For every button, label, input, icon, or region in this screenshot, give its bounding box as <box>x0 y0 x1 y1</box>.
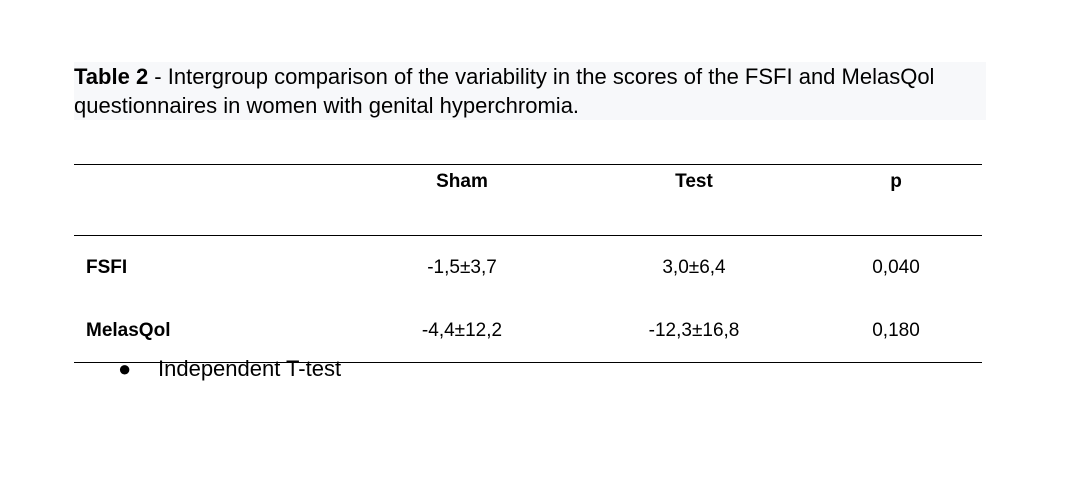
header-cell: p <box>810 164 982 236</box>
note: ● Independent T-test <box>118 356 342 381</box>
caption: Table 2 - Intergroup comparison of the v… <box>74 62 986 120</box>
table-cell: 3,0±6,4 <box>662 256 726 278</box>
caption-text: - Intergroup comparison of the variabili… <box>74 64 935 118</box>
header-row: Sham Test p <box>74 164 982 236</box>
table-cell: -12,3±16,8 <box>578 299 810 363</box>
header-cell: Sham <box>346 164 578 236</box>
table: Sham Test p FSFI -1,5±3,7 3,0±6,4 0,040 Mela… <box>74 164 982 363</box>
table-cell: 0,180 <box>810 299 982 363</box>
note-text: Independent T-test <box>158 356 342 381</box>
table-cell: 0,040 <box>872 256 920 278</box>
header-cell <box>74 164 346 236</box>
table-cell: MelasQol <box>74 299 346 363</box>
table-row: FSFI -1,5±3,7 3,0±6,4 0,040 <box>74 236 982 300</box>
table-cell: -4,4±12,2 <box>346 299 578 363</box>
table-cell: -1,5±3,7 <box>427 256 497 278</box>
table-body: FSFI -1,5±3,7 3,0±6,4 0,040 MelasQol -4,4±12,… <box>74 236 982 363</box>
table-cell: FSFI <box>86 256 128 278</box>
header-cell: Test <box>578 164 810 236</box>
caption-label: Table 2 <box>74 64 149 89</box>
table-row: MelasQol -4,4±12,2 -12,3±16,8 0,180 <box>74 299 982 363</box>
